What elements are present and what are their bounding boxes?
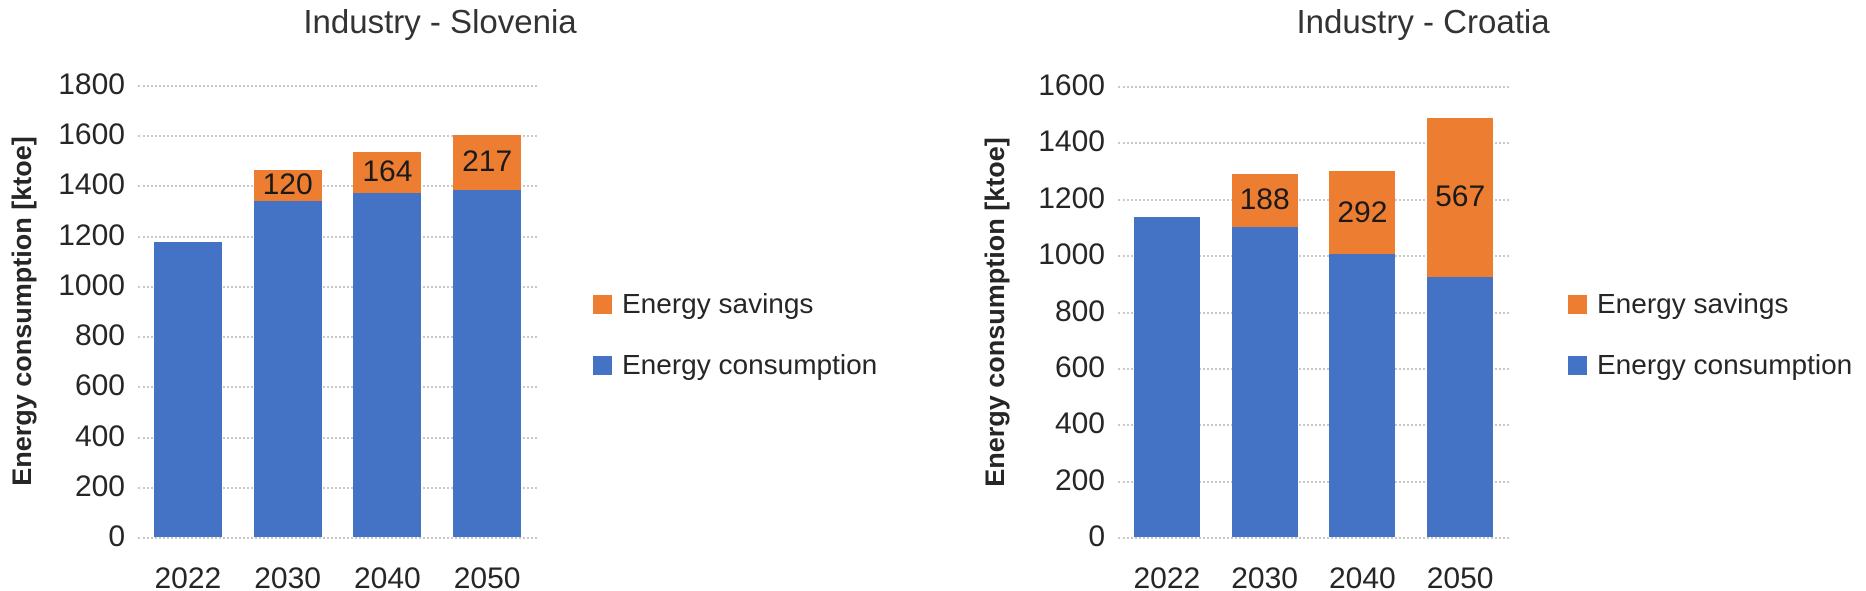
- chart-industry-slovenia: Industry - Slovenia Energy consumption […: [7, 3, 877, 591]
- gridline-y-1600: [138, 135, 537, 138]
- y-tick-label: 600: [74, 369, 125, 403]
- bar-consumption-2050: [1427, 277, 1494, 537]
- gridline-y-400: [138, 436, 537, 439]
- data-label-savings-2050: 217: [462, 145, 513, 179]
- bar-savings-2050: [453, 135, 522, 190]
- y-tick-label: 1400: [1038, 125, 1105, 159]
- gridline-y-1200: [138, 235, 537, 238]
- bar-consumption-2030: [253, 200, 322, 537]
- y-tick-label: 1000: [58, 268, 125, 302]
- gridline-y-1600: [1118, 86, 1509, 88]
- y-tick-label: 800: [1054, 294, 1105, 328]
- x-tick-label-2050: 2050: [1426, 562, 1494, 591]
- gridline-y-1000: [138, 285, 537, 288]
- chart-title: Industry - Croatia: [1296, 3, 1550, 40]
- legend-swatch-icon: [1568, 294, 1587, 314]
- legend-swatch-icon: [1568, 355, 1587, 375]
- gridline-y-600: [138, 386, 537, 389]
- gridline-y-1200: [1118, 198, 1509, 201]
- x-tick-label-2030: 2030: [254, 562, 321, 591]
- x-tick-label-2022: 2022: [1133, 562, 1201, 591]
- data-label-savings-2030: 188: [1239, 183, 1290, 217]
- y-tick-label: 800: [74, 319, 125, 353]
- legend-swatch-icon: [593, 355, 612, 375]
- y-tick-label: 0: [1088, 520, 1105, 553]
- legend-label: Energy consumption: [1597, 349, 1853, 380]
- legend: Energy savings Energy consumption: [1568, 287, 1852, 382]
- gridline-y-800: [1118, 311, 1509, 314]
- gridline-y-1800: [138, 85, 537, 87]
- legend-item: Energy consumption: [593, 348, 877, 382]
- legend-item: Energy savings: [1568, 287, 1852, 321]
- y-tick-label: 400: [1054, 407, 1105, 441]
- x-tick-label-2040: 2040: [1329, 562, 1396, 591]
- y-tick-label: 1000: [1038, 238, 1105, 272]
- y-tick-label: 1400: [58, 168, 125, 202]
- data-label-savings-2050: 567: [1435, 180, 1486, 214]
- bar-savings-2050: [1427, 117, 1494, 278]
- gridline-y-200: [1118, 480, 1509, 483]
- gridline-y-200: [138, 486, 537, 489]
- y-tick-label: 200: [1054, 463, 1105, 497]
- x-tick-label-2040: 2040: [354, 562, 421, 591]
- bar-consumption-2030: [1231, 226, 1298, 537]
- y-tick-label: 1600: [58, 118, 125, 152]
- y-tick-label: 1200: [58, 218, 125, 252]
- bar-consumption-2040: [1329, 253, 1396, 537]
- y-tick-label: 1600: [1038, 69, 1105, 102]
- gridline-y-0: [138, 537, 537, 539]
- chart-industry-croatia: Industry - Croatia Energy consumption [k…: [933, 0, 1866, 591]
- y-tick-label: 1800: [58, 68, 125, 101]
- x-tick-label-2022: 2022: [154, 562, 222, 591]
- legend-label: Energy consumption: [622, 349, 878, 380]
- legend: Energy savings Energy consumption: [593, 287, 877, 382]
- y-tick-label: 1200: [1038, 181, 1105, 215]
- bar-savings-2040: [353, 151, 422, 193]
- legend-label: Energy savings: [1597, 288, 1789, 319]
- x-tick-label-2030: 2030: [1231, 562, 1298, 591]
- data-label-savings-2040: 164: [362, 155, 413, 189]
- gridline-y-1000: [1118, 255, 1509, 258]
- gridline-y-400: [1118, 424, 1509, 427]
- bar-consumption-2040: [353, 192, 422, 537]
- gridline-y-1400: [138, 185, 537, 188]
- gridline-y-0: [1118, 537, 1509, 539]
- data-label-savings-2040: 292: [1337, 195, 1388, 229]
- legend-item: Energy consumption: [1568, 348, 1852, 382]
- bar-savings-2040: [1329, 171, 1396, 254]
- gridline-y-800: [138, 336, 537, 339]
- gridline-y-1400: [1118, 142, 1509, 145]
- y-tick-label: 0: [108, 520, 125, 553]
- data-label-savings-2030: 120: [262, 168, 313, 202]
- gridline-y-600: [1118, 367, 1509, 370]
- legend-label: Energy savings: [622, 288, 814, 319]
- plot-area: 188 292 567: [1118, 86, 1509, 539]
- bar-consumption-2050: [453, 189, 522, 537]
- y-tick-label: 400: [74, 419, 125, 453]
- bar-consumption-2022: [153, 241, 222, 537]
- bar-savings-2030: [253, 170, 322, 201]
- bar-savings-2030: [1231, 173, 1298, 227]
- legend-swatch-icon: [593, 294, 612, 314]
- plot-area: 120 164 217: [138, 85, 537, 539]
- y-tick-label: 600: [1054, 350, 1105, 384]
- x-tick-label-2050: 2050: [453, 562, 521, 591]
- legend-item: Energy savings: [593, 287, 877, 321]
- y-tick-label: 200: [74, 469, 125, 503]
- bar-consumption-2022: [1133, 217, 1200, 537]
- chart-title: Industry - Slovenia: [303, 3, 577, 40]
